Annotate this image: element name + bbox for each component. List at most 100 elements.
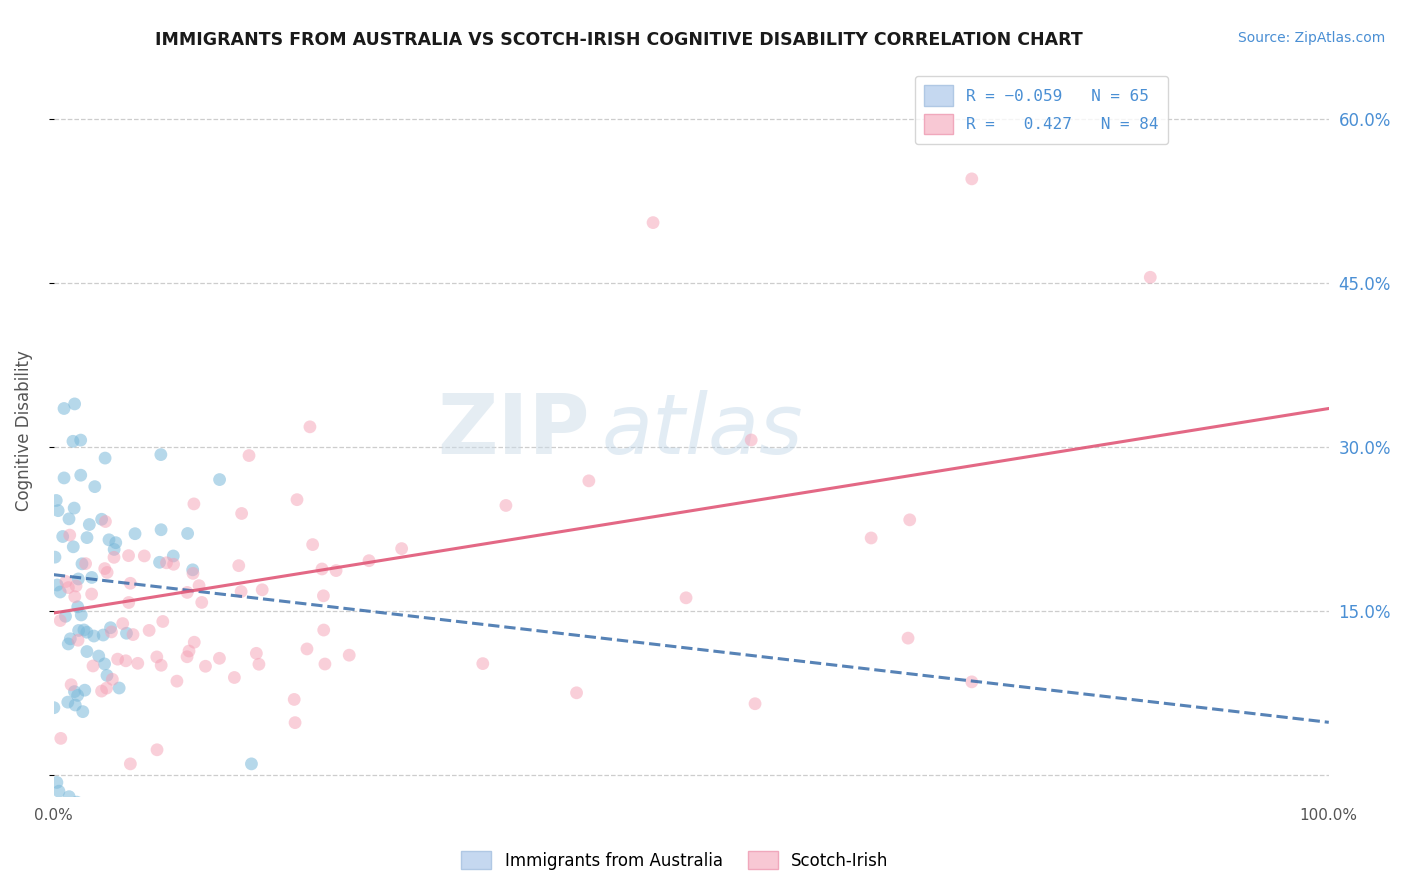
Point [117,549,139,563]
Point [58,581,80,595]
Point [98,533,121,547]
Point [80,570,103,584]
Point [53,471,76,485]
Point [134,549,156,563]
Point [897,631,920,645]
Point [190,595,212,609]
Point [66,599,89,614]
Point [104,535,127,549]
Text: Source: ZipAtlas.com: Source: ZipAtlas.com [1237,31,1385,45]
Point [58,512,80,526]
Point [183,497,205,511]
Legend: Immigrants from Australia, Scotch-Irish: Immigrants from Australia, Scotch-Irish [454,845,896,877]
Point [183,635,205,649]
Point [357,554,380,568]
Point [146,743,169,757]
Point [228,558,250,573]
Point [149,448,172,462]
Point [311,562,333,576]
Point [67,572,90,586]
Point [181,563,204,577]
Y-axis label: Cognitive Disability: Cognitive Disability [15,350,32,511]
Point [48,784,70,798]
Point [65,698,87,712]
Point [80,587,103,601]
Point [83,480,105,494]
Point [69,468,91,483]
Point [96,681,118,695]
Point [103,542,125,557]
Point [231,507,253,521]
Point [70,557,93,571]
Point [87,648,110,663]
Point [127,657,149,671]
Point [495,499,517,513]
Point [166,674,188,689]
Point [60,678,83,692]
Point [284,715,307,730]
Point [63,501,86,516]
Point [150,523,173,537]
Point [45,493,67,508]
Point [325,564,347,578]
Point [59,528,82,542]
Point [162,549,184,563]
Point [56,695,79,709]
Point [176,526,198,541]
Point [73,683,96,698]
Point [63,684,86,698]
Point [46,578,69,592]
Point [208,473,231,487]
Point [224,671,246,685]
Point [55,574,77,589]
Point [90,684,112,698]
Point [124,526,146,541]
Point [860,531,883,545]
Point [138,624,160,638]
Point [107,652,129,666]
Point [641,216,664,230]
Point [72,705,94,719]
Point [176,649,198,664]
Point [295,642,318,657]
Point [49,614,72,628]
Point [62,434,84,449]
Point [59,632,82,646]
Point [76,531,98,545]
Point [55,609,77,624]
Point [96,566,118,580]
Point [67,633,90,648]
Point [162,558,184,572]
Point [314,657,336,671]
Point [53,812,76,826]
Point [565,686,588,700]
Point [194,659,217,673]
Point [744,697,766,711]
Point [96,668,118,682]
Point [960,674,983,689]
Point [63,590,86,604]
Point [79,517,101,532]
Text: IMMIGRANTS FROM AUSTRALIA VS SCOTCH-IRISH COGNITIVE DISABILITY CORRELATION CHART: IMMIGRANTS FROM AUSTRALIA VS SCOTCH-IRIS… [155,31,1083,49]
Point [245,646,267,660]
Point [312,623,335,637]
Point [76,644,98,658]
Point [122,627,145,641]
Point [91,628,114,642]
Legend: R = −0.059   N = 65, R =   0.427   N = 84: R = −0.059 N = 65, R = 0.427 N = 84 [915,76,1168,144]
Point [100,624,122,639]
Point [82,659,104,673]
Point [177,644,200,658]
Point [120,756,142,771]
Point [62,540,84,554]
Point [285,492,308,507]
Point [471,657,494,671]
Point [66,795,89,809]
Point [75,557,97,571]
Point [114,654,136,668]
Point [45,775,67,789]
Point [208,651,231,665]
Point [108,681,131,695]
Point [188,579,211,593]
Point [155,556,177,570]
